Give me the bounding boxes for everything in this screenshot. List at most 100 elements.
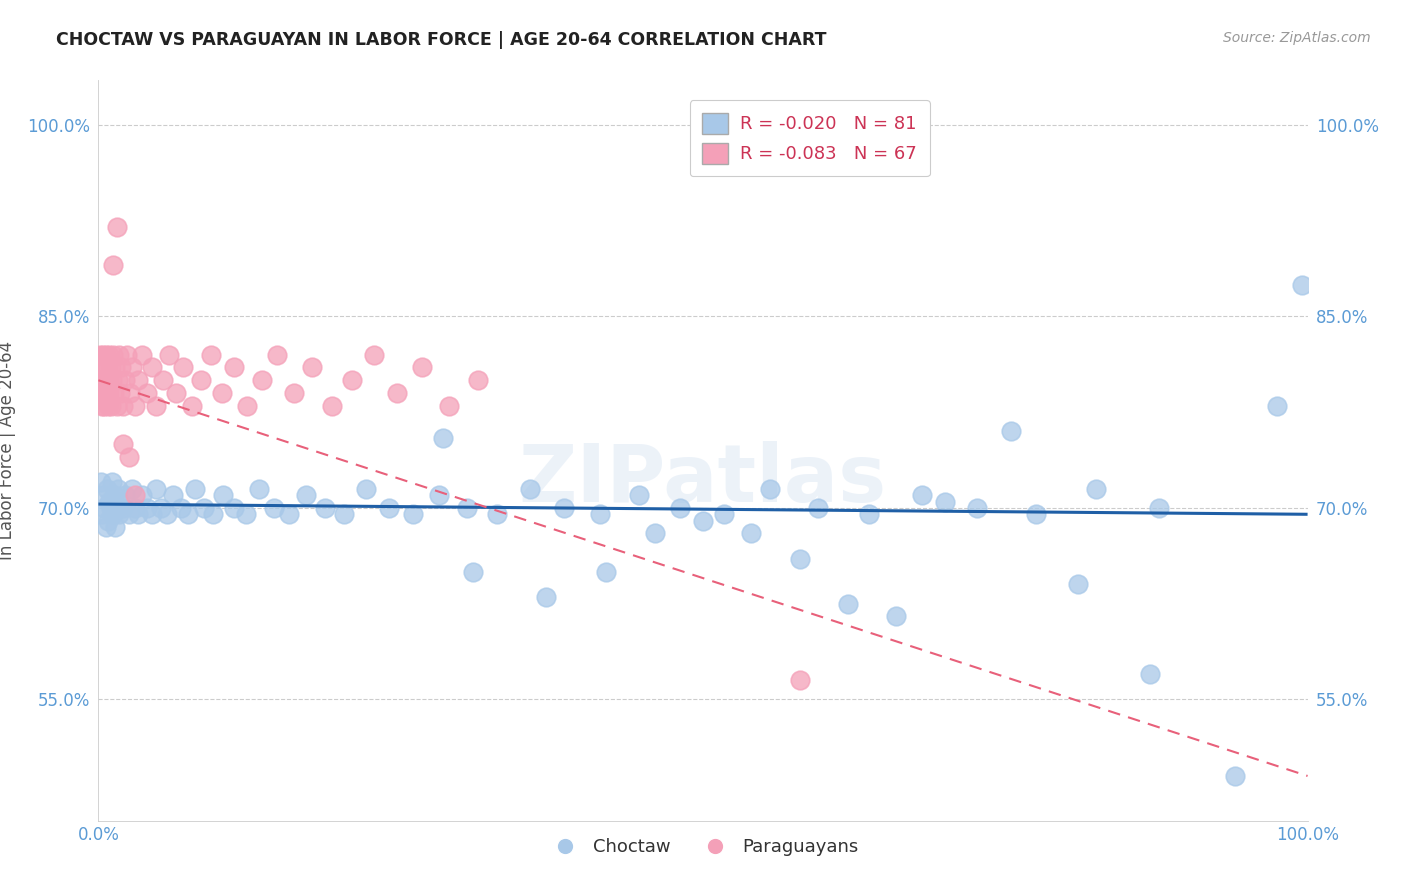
Point — [98, 386, 121, 401]
Point — [180, 399, 202, 413]
Point — [150, 500, 173, 515]
Point — [145, 399, 167, 413]
Point — [911, 488, 934, 502]
Point — [758, 482, 780, 496]
Point — [124, 488, 146, 502]
Point — [105, 500, 128, 515]
Point — [114, 488, 136, 502]
Point — [222, 500, 245, 515]
Point — [692, 514, 714, 528]
Point — [91, 399, 114, 413]
Point — [437, 399, 460, 413]
Point — [162, 488, 184, 502]
Point — [314, 500, 336, 515]
Point — [321, 399, 343, 413]
Point — [110, 360, 132, 375]
Point — [111, 500, 134, 515]
Point — [90, 360, 112, 375]
Point — [91, 348, 114, 362]
Point — [595, 565, 617, 579]
Point — [94, 348, 117, 362]
Legend: Choctaw, Paraguayans: Choctaw, Paraguayans — [540, 831, 866, 863]
Point — [1267, 399, 1289, 413]
Point — [212, 488, 235, 502]
Point — [463, 565, 485, 579]
Point — [124, 500, 146, 515]
Point — [553, 500, 575, 515]
Point — [211, 386, 233, 401]
Point — [669, 500, 692, 515]
Point — [301, 360, 323, 375]
Point — [247, 482, 270, 496]
Point — [145, 482, 167, 496]
Point — [152, 373, 174, 387]
Point — [190, 373, 212, 387]
Point — [172, 360, 194, 375]
Point — [222, 360, 245, 375]
Point — [713, 508, 735, 522]
Point — [385, 386, 408, 401]
Point — [118, 450, 141, 464]
Point — [100, 373, 122, 387]
Point — [100, 475, 122, 490]
Point — [90, 386, 112, 401]
Point — [266, 348, 288, 362]
Point — [105, 399, 128, 413]
Point — [467, 373, 489, 387]
Point — [169, 500, 191, 515]
Point — [121, 482, 143, 496]
Point — [354, 482, 377, 496]
Point — [89, 348, 111, 362]
Point — [118, 386, 141, 401]
Point — [91, 386, 114, 401]
Point — [111, 437, 134, 451]
Point — [534, 591, 557, 605]
Point — [91, 488, 114, 502]
Point — [93, 399, 115, 413]
Point — [402, 508, 425, 522]
Point — [100, 500, 122, 515]
Point — [283, 386, 305, 401]
Point — [141, 508, 163, 522]
Point — [97, 373, 120, 387]
Point — [342, 373, 364, 387]
Point — [589, 508, 612, 522]
Point — [627, 488, 650, 502]
Point — [486, 508, 509, 522]
Point — [111, 399, 134, 413]
Point — [104, 360, 127, 375]
Point — [519, 482, 541, 496]
Point — [96, 482, 118, 496]
Point — [886, 609, 908, 624]
Point — [1147, 500, 1170, 515]
Point — [104, 520, 127, 534]
Point — [377, 500, 399, 515]
Point — [108, 348, 131, 362]
Point — [117, 348, 139, 362]
Point — [135, 500, 157, 515]
Point — [184, 482, 207, 496]
Point — [94, 520, 117, 534]
Point — [107, 373, 129, 387]
Point — [121, 360, 143, 375]
Point — [236, 399, 259, 413]
Point — [89, 373, 111, 387]
Point — [108, 508, 131, 522]
Point — [235, 508, 257, 522]
Point — [135, 386, 157, 401]
Point — [157, 348, 180, 362]
Point — [127, 373, 149, 387]
Point — [432, 431, 454, 445]
Point — [429, 488, 451, 502]
Point — [202, 508, 225, 522]
Point — [1000, 425, 1022, 439]
Point — [295, 488, 318, 502]
Point — [124, 399, 146, 413]
Point — [108, 494, 131, 508]
Point — [644, 526, 666, 541]
Point — [103, 488, 125, 502]
Point — [1067, 577, 1090, 591]
Point — [278, 508, 301, 522]
Point — [411, 360, 433, 375]
Point — [456, 500, 478, 515]
